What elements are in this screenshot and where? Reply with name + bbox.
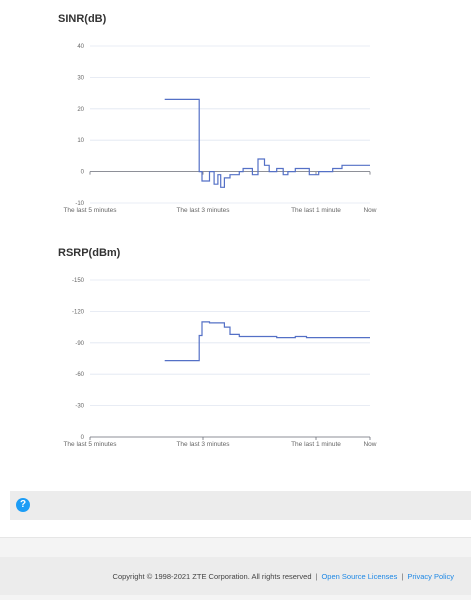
- copyright-text: Copyright © 1998-2021 ZTE Corporation. A…: [112, 572, 312, 581]
- y-tick-label: -30: [75, 404, 84, 410]
- x-tick-label: The last 1 minute: [291, 207, 341, 214]
- footer: Copyright © 1998-2021 ZTE Corporation. A…: [0, 557, 471, 595]
- sinr-chart-title: SINR(dB): [58, 13, 107, 25]
- y-tick-label: 30: [77, 75, 84, 81]
- question-icon[interactable]: ?: [16, 498, 30, 512]
- x-tick-label: The last 3 minutes: [176, 441, 230, 448]
- x-tick-label: The last 5 minutes: [63, 441, 117, 448]
- y-tick-label: -150: [72, 278, 85, 284]
- open-source-licenses-link[interactable]: Open Source Licenses: [321, 572, 398, 581]
- y-tick-label: -60: [75, 372, 84, 378]
- series-line: [164, 98, 370, 188]
- signal-card: SINR(dB) 40 30 20 10 0 -10 The last 5 minutes T…: [0, 0, 471, 538]
- y-tick-label: 0: [81, 170, 85, 176]
- x-tick-label: Now: [363, 207, 376, 214]
- footer-separator: |: [315, 572, 318, 581]
- rsrp-chart-title: RSRP(dBm): [58, 247, 121, 259]
- footer-separator: |: [401, 572, 404, 581]
- x-tick-label: The last 5 minutes: [63, 207, 117, 214]
- y-tick-label: -120: [72, 309, 85, 315]
- help-bar: ?: [10, 491, 471, 520]
- x-tick-label: The last 1 minute: [291, 441, 341, 448]
- y-tick-label: 10: [77, 138, 84, 144]
- y-tick-label: -10: [75, 201, 84, 207]
- x-tick-label: The last 3 minutes: [176, 207, 230, 214]
- y-tick-label: 40: [77, 44, 84, 50]
- x-tick-label: Now: [363, 441, 376, 448]
- y-tick-label: 0: [81, 435, 85, 441]
- series-line: [164, 321, 370, 362]
- y-tick-label: 20: [77, 107, 84, 113]
- y-tick-label: -90: [75, 341, 84, 347]
- privacy-policy-link[interactable]: Privacy Policy: [407, 572, 454, 581]
